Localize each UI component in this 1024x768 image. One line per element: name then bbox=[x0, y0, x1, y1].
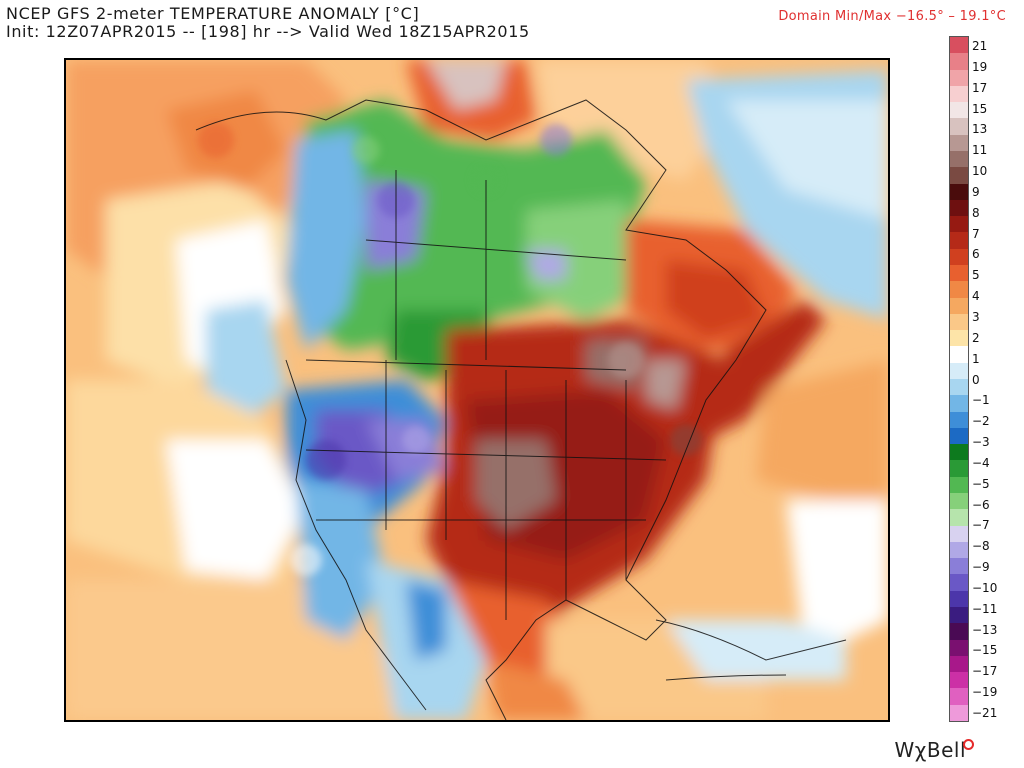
colorbar-label: 15 bbox=[972, 101, 988, 116]
colorbar-label: −9 bbox=[972, 560, 990, 575]
colorbar-swatch bbox=[950, 395, 968, 413]
domain-minmax: Domain Min/Max −16.5° – 19.1°C bbox=[778, 9, 1006, 24]
colorbar-label: 11 bbox=[972, 143, 988, 158]
colorbar-label: −5 bbox=[972, 476, 990, 491]
colorbar-swatch bbox=[950, 476, 968, 494]
colorbar-swatch bbox=[950, 199, 968, 217]
colorbar-swatch bbox=[950, 655, 968, 673]
colorbar-swatch bbox=[950, 411, 968, 429]
brand-logo: WχBell bbox=[894, 738, 966, 762]
colorbar-label: −8 bbox=[972, 539, 990, 554]
colorbar-swatch bbox=[950, 574, 968, 592]
colorbar-swatch bbox=[950, 53, 968, 71]
colorbar-label: −15 bbox=[972, 643, 998, 658]
colorbar-swatch bbox=[950, 607, 968, 624]
colorbar-label: 19 bbox=[972, 59, 988, 74]
colorbar-label: 3 bbox=[972, 309, 980, 324]
brand-dot-icon bbox=[963, 739, 974, 750]
colorbar-swatch bbox=[950, 313, 968, 331]
colorbar-swatch bbox=[950, 444, 968, 461]
colorbar-swatch bbox=[950, 330, 968, 347]
colorbar-label: 5 bbox=[972, 268, 980, 283]
colorbar-swatch bbox=[950, 558, 968, 575]
colorbar-label: −21 bbox=[972, 706, 998, 720]
colorbar-label: −2 bbox=[972, 414, 990, 429]
colorbar-label: −3 bbox=[972, 435, 990, 450]
colorbar-label: 1 bbox=[972, 351, 980, 366]
colorbar-label: −6 bbox=[972, 497, 990, 512]
colorbar-swatch bbox=[950, 248, 968, 266]
colorbar-label: −17 bbox=[972, 664, 998, 679]
colorbar-swatch bbox=[950, 525, 968, 543]
colorbar-swatch bbox=[950, 427, 968, 445]
colorbar-swatch bbox=[950, 216, 968, 233]
colorbar-swatch bbox=[950, 167, 968, 185]
colorbar-label: −19 bbox=[972, 685, 998, 700]
colorbar-swatch bbox=[950, 265, 968, 282]
colorbar-swatch bbox=[950, 85, 968, 103]
map-subtitle: Init: 12Z07APR2015 -- [198] hr --> Valid… bbox=[6, 22, 530, 41]
colorbar-label: −11 bbox=[972, 601, 998, 616]
colorbar-swatch bbox=[950, 672, 968, 689]
colorbar-label: 6 bbox=[972, 247, 980, 262]
colorbar-swatch bbox=[950, 297, 968, 315]
colorbar-label: 2 bbox=[972, 330, 980, 345]
colorbar-label: 8 bbox=[972, 205, 980, 220]
colorbar-swatch bbox=[950, 281, 968, 299]
colorbar-label: −13 bbox=[972, 622, 998, 637]
colorbar-swatch bbox=[950, 639, 968, 657]
colorbar-swatch bbox=[950, 232, 968, 250]
colorbar-swatch bbox=[950, 362, 968, 380]
anomaly-map bbox=[66, 60, 888, 720]
colorbar-swatch bbox=[950, 183, 968, 201]
colorbar-swatch bbox=[950, 102, 968, 119]
map-title: NCEP GFS 2-meter TEMPERATURE ANOMALY [°C… bbox=[6, 4, 420, 23]
colorbar bbox=[949, 36, 969, 722]
colorbar-swatch bbox=[950, 69, 968, 87]
colorbar-swatch bbox=[950, 493, 968, 510]
colorbar-swatch bbox=[950, 346, 968, 364]
colorbar-label: 7 bbox=[972, 226, 980, 241]
colorbar-swatch bbox=[950, 151, 968, 168]
colorbar-label: −1 bbox=[972, 393, 990, 408]
colorbar-swatch bbox=[950, 118, 968, 136]
colorbar-swatch bbox=[950, 688, 968, 706]
colorbar-swatch bbox=[950, 623, 968, 641]
colorbar-label: 21 bbox=[972, 39, 988, 53]
colorbar-swatch bbox=[950, 37, 968, 54]
colorbar-swatch bbox=[950, 134, 968, 152]
colorbar-swatch bbox=[950, 541, 968, 559]
colorbar-label: −4 bbox=[972, 455, 990, 470]
colorbar-swatch bbox=[950, 704, 968, 722]
colorbar-label: −10 bbox=[972, 580, 998, 595]
colorbar-label: 4 bbox=[972, 289, 980, 304]
colorbar-label: 0 bbox=[972, 372, 980, 387]
colorbar-label: −7 bbox=[972, 518, 990, 533]
colorbar-swatch bbox=[950, 509, 968, 527]
colorbar-swatch bbox=[950, 460, 968, 478]
colorbar-label: 13 bbox=[972, 122, 988, 137]
colorbar-label: 9 bbox=[972, 184, 980, 199]
colorbar-swatch bbox=[950, 590, 968, 608]
colorbar-swatch bbox=[950, 379, 968, 396]
colorbar-label: 10 bbox=[972, 164, 988, 179]
colorbar-label: 17 bbox=[972, 80, 988, 95]
map-panel bbox=[64, 58, 890, 722]
